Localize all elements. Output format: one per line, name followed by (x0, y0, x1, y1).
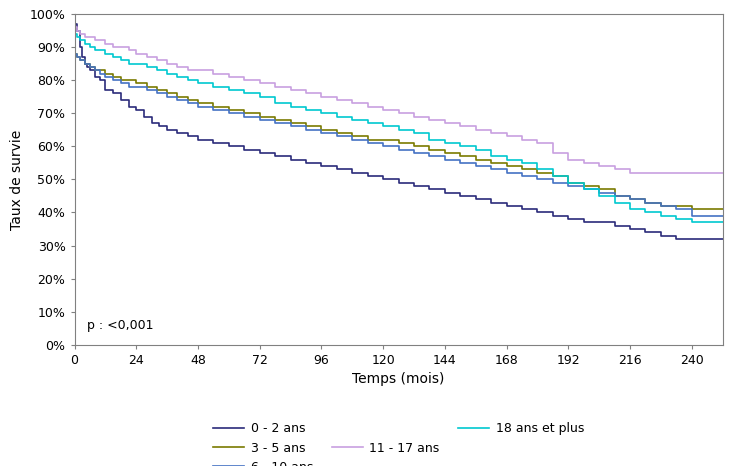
3 - 5 ans (656, 203, 665, 209)
Text: p : <0,001: p : <0,001 (87, 319, 154, 332)
6 - 10 ans (302, 127, 311, 132)
11 - 17 ans (626, 170, 635, 176)
11 - 17 ans (440, 120, 449, 126)
6 - 10 ans (209, 107, 218, 113)
3 - 5 ans (302, 123, 311, 129)
11 - 17 ans (209, 71, 218, 76)
3 - 5 ans (410, 144, 419, 149)
18 ans et plus (209, 84, 218, 89)
Line: 18 ans et plus: 18 ans et plus (74, 34, 723, 222)
X-axis label: Temps (mois): Temps (mois) (352, 372, 445, 386)
11 - 17 ans (302, 90, 311, 96)
0 - 2 ans (718, 236, 727, 242)
11 - 17 ans (672, 170, 681, 176)
18 ans et plus (688, 219, 697, 225)
18 ans et plus (410, 130, 419, 136)
0 - 2 ans (626, 226, 635, 232)
11 - 17 ans (718, 170, 727, 176)
Legend: 0 - 2 ans, 3 - 5 ans, 6 - 10 ans, , 11 - 17 ans, 18 ans et plus, : 0 - 2 ans, 3 - 5 ans, 6 - 10 ans, , 11 -… (208, 417, 589, 466)
18 ans et plus (440, 140, 449, 146)
18 ans et plus (86, 44, 95, 50)
3 - 5 ans (718, 206, 727, 212)
3 - 5 ans (688, 206, 697, 212)
Line: 3 - 5 ans: 3 - 5 ans (74, 54, 723, 209)
0 - 2 ans (132, 107, 141, 113)
6 - 10 ans (688, 213, 697, 219)
6 - 10 ans (656, 203, 665, 209)
Line: 0 - 2 ans: 0 - 2 ans (74, 24, 723, 239)
11 - 17 ans (410, 114, 419, 119)
Line: 6 - 10 ans: 6 - 10 ans (74, 54, 723, 216)
0 - 2 ans (703, 236, 711, 242)
6 - 10 ans (70, 51, 79, 56)
0 - 2 ans (86, 68, 95, 73)
0 - 2 ans (194, 137, 203, 143)
Y-axis label: Taux de survie: Taux de survie (10, 129, 24, 230)
6 - 10 ans (410, 150, 419, 156)
11 - 17 ans (86, 34, 95, 40)
6 - 10 ans (440, 157, 449, 162)
18 ans et plus (656, 213, 665, 219)
6 - 10 ans (86, 64, 95, 70)
18 ans et plus (302, 107, 311, 113)
6 - 10 ans (718, 213, 727, 219)
0 - 2 ans (672, 236, 681, 242)
3 - 5 ans (209, 104, 218, 110)
0 - 2 ans (109, 90, 118, 96)
0 - 2 ans (70, 21, 79, 27)
3 - 5 ans (70, 51, 79, 56)
3 - 5 ans (440, 150, 449, 156)
11 - 17 ans (70, 24, 79, 30)
3 - 5 ans (86, 64, 95, 70)
Line: 11 - 17 ans: 11 - 17 ans (74, 27, 723, 173)
18 ans et plus (70, 31, 79, 37)
18 ans et plus (718, 219, 727, 225)
